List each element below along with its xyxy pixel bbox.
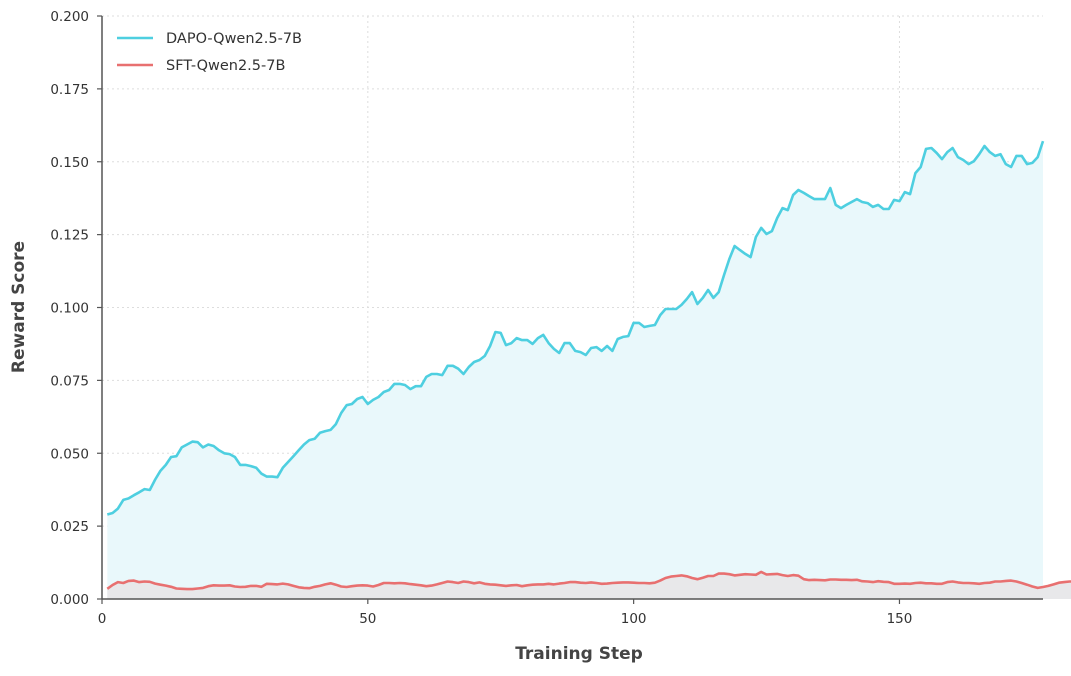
series-fills xyxy=(107,141,1071,599)
y-tick-label: 0.100 xyxy=(50,301,89,317)
y-tick-label: 0.075 xyxy=(50,373,89,389)
y-axis-title: Reward Score xyxy=(9,241,29,373)
series-fill-1 xyxy=(107,571,1071,599)
x-tick-label: 150 xyxy=(887,611,913,627)
series-line-0 xyxy=(106,140,1045,516)
y-tick-label: 0.050 xyxy=(50,446,89,462)
legend-label-1: SFT-Qwen2.5-7B xyxy=(166,58,285,74)
series-fill-0 xyxy=(107,141,1044,599)
y-tick-label: 0.150 xyxy=(50,155,89,171)
series-line-1 xyxy=(106,570,1071,591)
y-tick-label: 0.000 xyxy=(50,592,89,608)
x-tick-label: 100 xyxy=(621,611,647,627)
legend-label-0: DAPO-Qwen2.5-7B xyxy=(166,31,302,47)
x-tick-label: 50 xyxy=(359,611,376,627)
y-axis-ticks: 0.000 0.025 0.050 0.075 0.100 0.125 0.150 0.175… xyxy=(50,9,102,608)
y-tick-label: 0.200 xyxy=(50,9,89,25)
y-tick-label: 0.125 xyxy=(50,228,89,244)
legend: DAPO-Qwen2.5-7B SFT-Qwen2.5-7B xyxy=(117,31,302,74)
y-tick-label: 0.025 xyxy=(50,519,89,535)
series-lines xyxy=(106,140,1071,591)
x-axis-title: Training Step xyxy=(515,644,643,664)
x-tick-label: 0 xyxy=(98,611,107,627)
y-tick-label: 0.175 xyxy=(50,82,89,98)
x-axis-ticks: 0 50 100 150 xyxy=(98,599,913,627)
